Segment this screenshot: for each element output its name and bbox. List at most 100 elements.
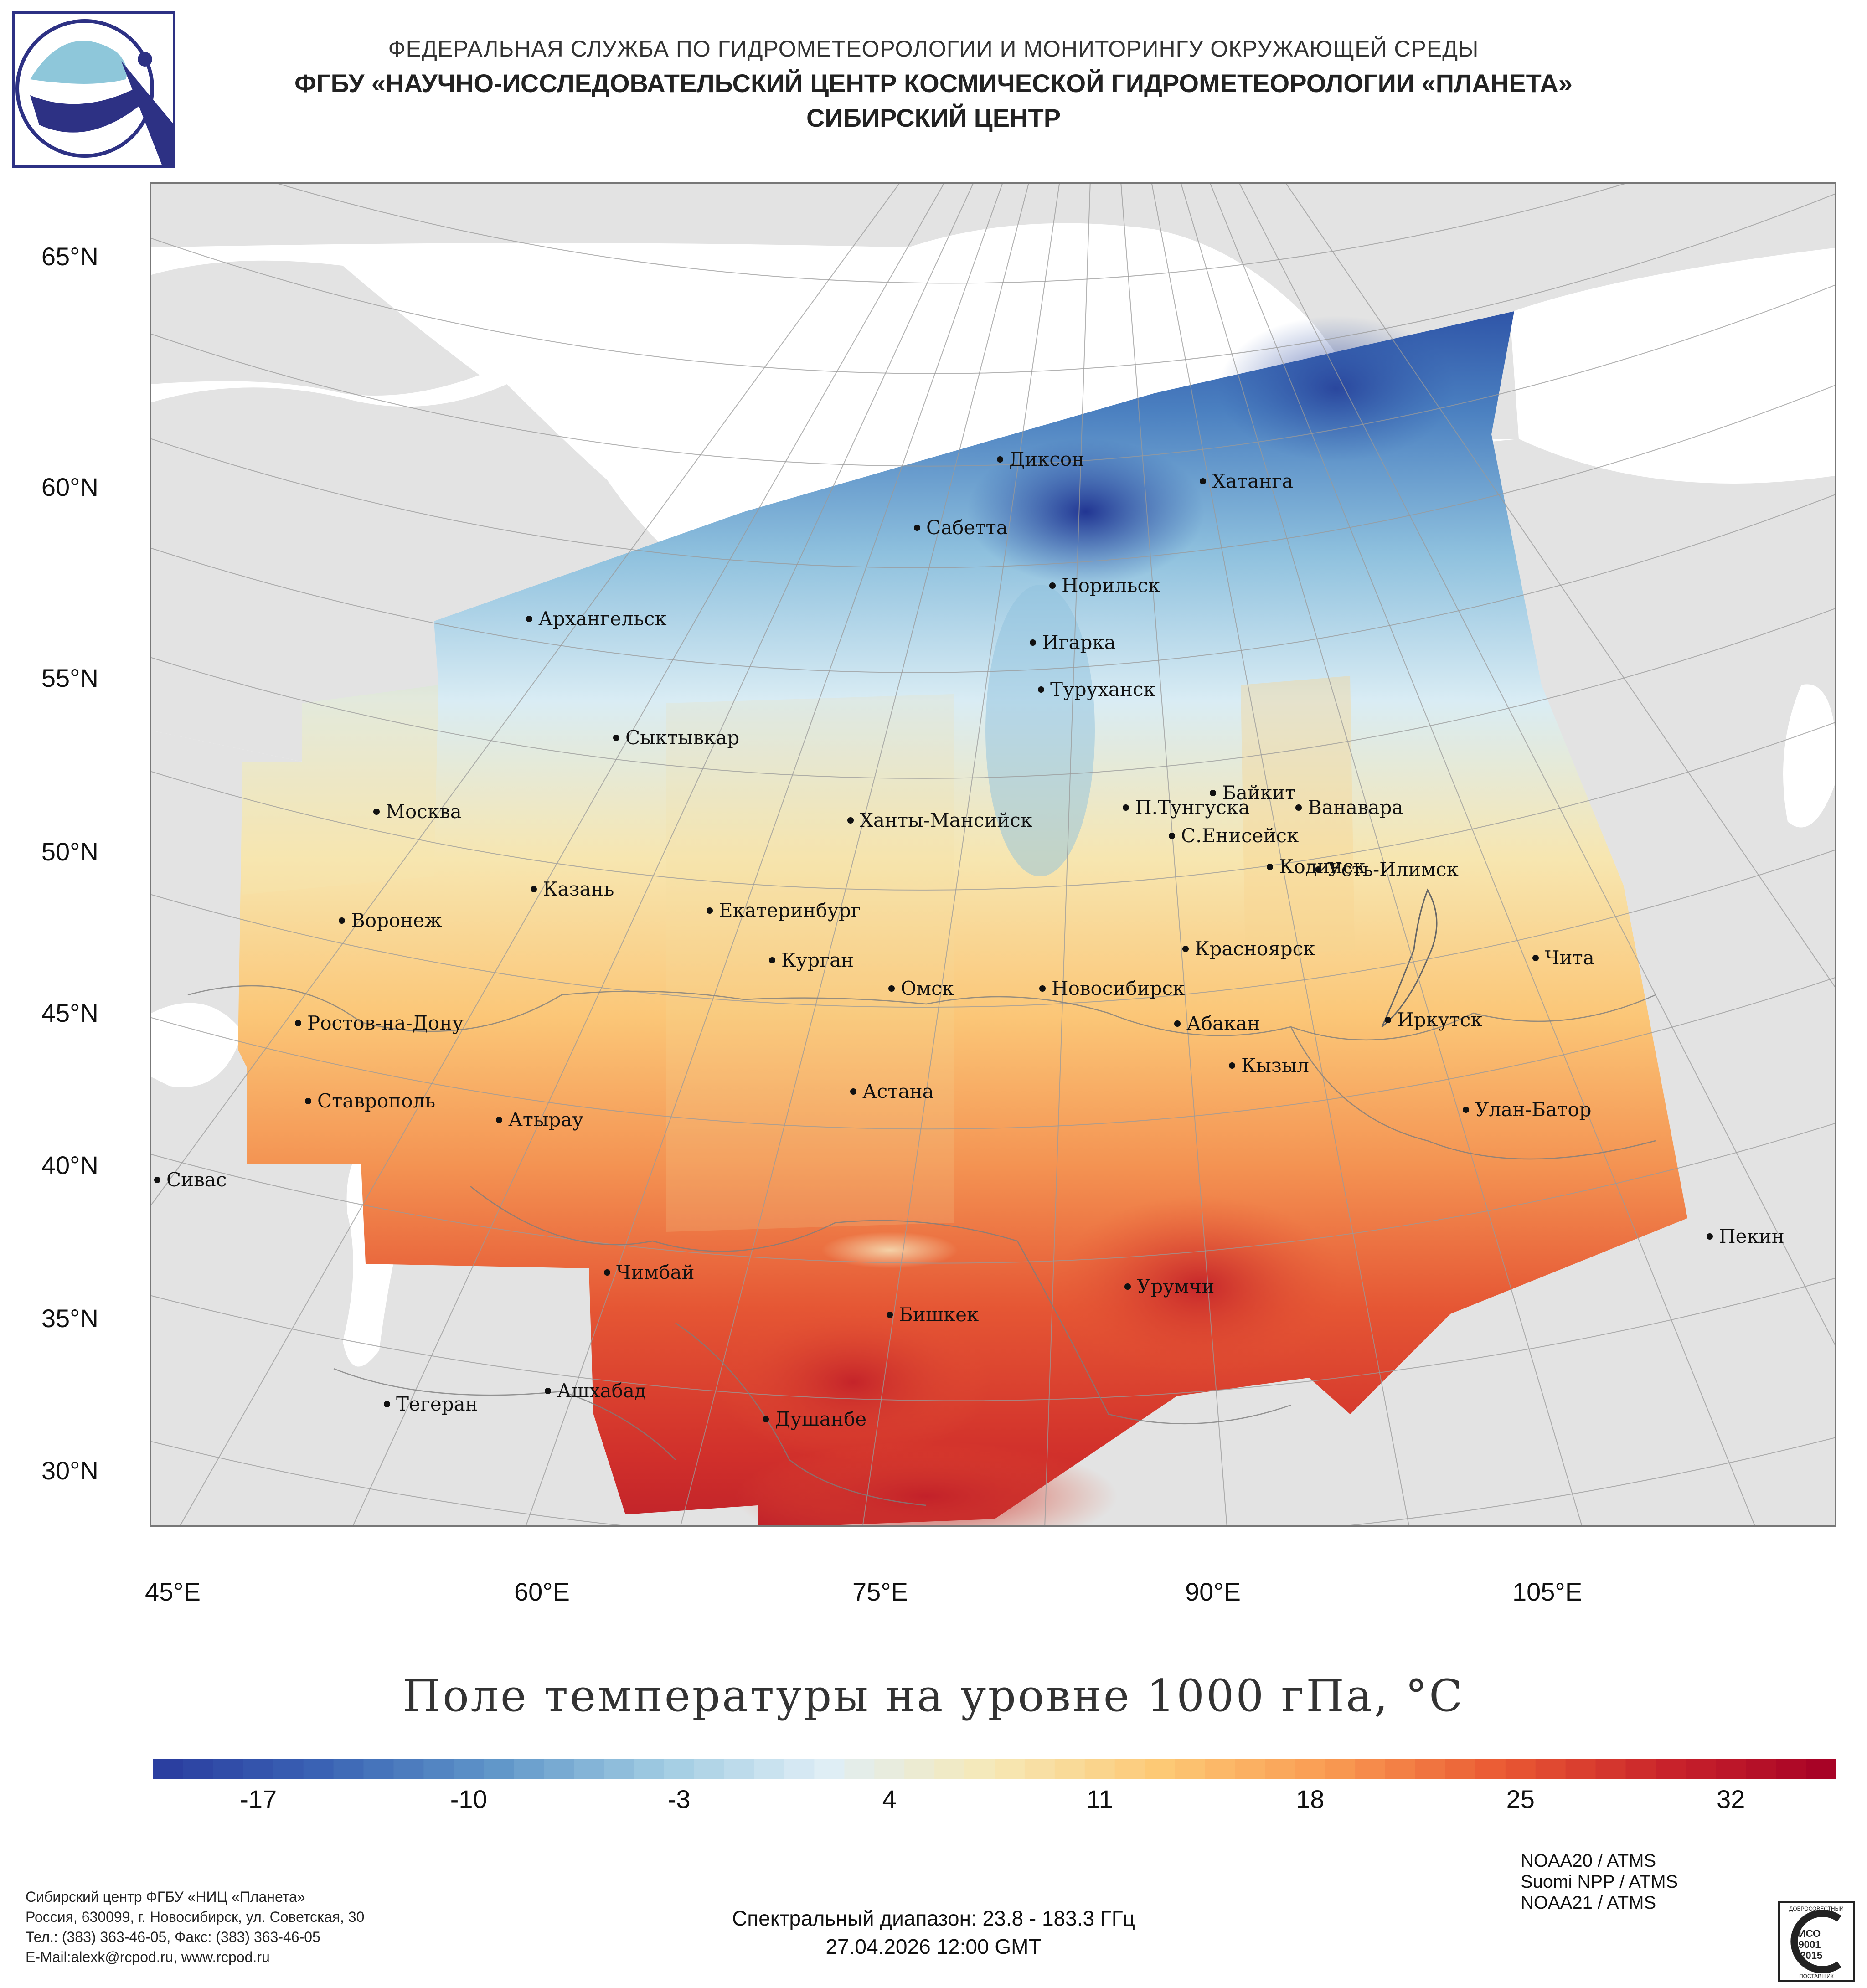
satellite-item: NOAA21 / ATMS bbox=[1521, 1893, 1656, 1913]
colorbar-cell bbox=[1205, 1759, 1236, 1779]
colorbar-cell bbox=[1716, 1759, 1746, 1779]
city-dot bbox=[887, 1312, 893, 1318]
satellite-list: NOAA20 / ATMS Suomi NPP / ATMS NOAA21 / … bbox=[1521, 1850, 1678, 1913]
city-dot bbox=[914, 525, 920, 531]
lon-label: 45°E bbox=[145, 1577, 201, 1606]
city-dot bbox=[847, 817, 854, 824]
iso-text-3: -2015 bbox=[1797, 1950, 1822, 1961]
colorbar-cell bbox=[574, 1759, 604, 1779]
city-dot bbox=[373, 809, 380, 815]
colorbar-cell bbox=[1385, 1759, 1416, 1779]
city-dot bbox=[526, 616, 532, 622]
city-dot bbox=[1295, 804, 1302, 811]
city-dot bbox=[545, 1388, 551, 1394]
city-dot bbox=[496, 1117, 502, 1123]
swath-strip-right bbox=[1241, 676, 1355, 958]
city-21: Курган bbox=[769, 949, 854, 971]
city-dot bbox=[1030, 639, 1036, 646]
colorbar-cell bbox=[1595, 1759, 1626, 1779]
city-40: Душанбе bbox=[763, 1408, 866, 1430]
city-38: Ашхабад bbox=[545, 1380, 646, 1402]
lat-label: 30°N bbox=[41, 1456, 98, 1485]
colorbar-cell bbox=[1445, 1759, 1476, 1779]
city-label: Пекин bbox=[1719, 1225, 1784, 1247]
colorbar-cell bbox=[1235, 1759, 1265, 1779]
city-label: Архангельск bbox=[538, 608, 667, 630]
city-label: Омск bbox=[901, 977, 954, 999]
city-20: Красноярск bbox=[1182, 937, 1315, 960]
city-dot bbox=[1174, 1020, 1181, 1027]
footer-line: Россия, 630099, г. Новосибирск, ул. Сове… bbox=[26, 1909, 365, 1925]
city-label: Тегеран bbox=[396, 1393, 478, 1415]
lake-baikal bbox=[1381, 888, 1438, 1028]
city-3: Сабетта bbox=[914, 516, 1008, 539]
colorbar-cell bbox=[183, 1759, 214, 1779]
city-label: Екатеринбург bbox=[719, 899, 861, 922]
city-17: Казань bbox=[531, 878, 614, 900]
city-23: Омск bbox=[888, 977, 954, 999]
city-dot bbox=[1532, 955, 1539, 961]
lat-label: 60°N bbox=[41, 473, 98, 501]
city-label: Бишкек bbox=[899, 1303, 979, 1326]
city-11: Ванавара bbox=[1295, 796, 1403, 819]
city-16: Усть-Илимск bbox=[1315, 858, 1459, 881]
footer-line: Тел.: (383) 363-46-05, Факс: (383) 363-4… bbox=[26, 1929, 320, 1945]
city-34: Пекин bbox=[1707, 1225, 1784, 1247]
colorbar-cell bbox=[1295, 1759, 1325, 1779]
colorbar-cell bbox=[303, 1759, 334, 1779]
lat-label: 40°N bbox=[41, 1151, 98, 1179]
colorbar-cell bbox=[1776, 1759, 1806, 1779]
city-label: Кызыл bbox=[1241, 1054, 1309, 1076]
city-28: Кызыл bbox=[1229, 1054, 1309, 1076]
colorbar-cell bbox=[814, 1759, 845, 1779]
city-label: Сыктывкар bbox=[625, 726, 739, 749]
city-label: Астана bbox=[862, 1080, 934, 1102]
city-label: Урумчи bbox=[1137, 1275, 1214, 1298]
colorbar-cell bbox=[1686, 1759, 1716, 1779]
city-label: Сабетта bbox=[926, 516, 1008, 539]
city-label: Новосибирск bbox=[1052, 977, 1185, 999]
city-37: Бишкек bbox=[887, 1303, 979, 1326]
city-33: Сивас bbox=[154, 1169, 227, 1191]
colorbar-cell bbox=[1325, 1759, 1356, 1779]
colorbar-cell bbox=[1656, 1759, 1686, 1779]
city-dot bbox=[1315, 866, 1321, 873]
city-dot bbox=[1123, 804, 1129, 811]
graticule-meridians bbox=[151, 184, 1835, 1525]
city-label: Игарка bbox=[1042, 631, 1116, 654]
colorbar-cell bbox=[934, 1759, 965, 1779]
city-19: Воронеж bbox=[339, 909, 442, 932]
colorbar-cell bbox=[694, 1759, 725, 1779]
colorbar-cell bbox=[1415, 1759, 1446, 1779]
colorbar-cell bbox=[844, 1759, 875, 1779]
city-dot bbox=[763, 1416, 769, 1422]
colorbar-cell bbox=[243, 1759, 274, 1779]
iso-top-text: ДОБРОСОВЕСТНЫЙ bbox=[1789, 1905, 1844, 1912]
city-5: Архангельск bbox=[526, 608, 667, 630]
city-dot bbox=[1182, 946, 1189, 952]
colorbar-cell bbox=[1625, 1759, 1656, 1779]
city-25: Иркутск bbox=[1385, 1009, 1482, 1031]
city-dot bbox=[888, 985, 895, 992]
colorbar-tick-label: 25 bbox=[1506, 1785, 1535, 1813]
city-dot bbox=[1049, 582, 1056, 589]
temperature-swath bbox=[238, 311, 1687, 1525]
city-dot bbox=[1038, 686, 1044, 693]
city-24: Новосибирск bbox=[1039, 977, 1185, 999]
city-13: Ханты-Мансийск bbox=[847, 809, 1032, 831]
colorbar-cell bbox=[213, 1759, 244, 1779]
city-label: Хатанга bbox=[1212, 470, 1293, 492]
city-dot bbox=[1210, 790, 1216, 796]
colorbar-cell bbox=[995, 1759, 1025, 1779]
city-label: Душанбе bbox=[775, 1408, 866, 1430]
city-label: Курган bbox=[781, 949, 854, 971]
city-label: Диксон bbox=[1009, 448, 1084, 470]
lat-label: 35°N bbox=[41, 1304, 98, 1333]
colorbar-cell bbox=[964, 1759, 995, 1779]
city-dot bbox=[613, 735, 619, 741]
colorbar-cell bbox=[423, 1759, 454, 1779]
spectral-range: Спектральный диапазон: 23.8 - 183.3 ГГц bbox=[732, 1906, 1135, 1930]
city-markers: Диксон Хатанга Сабетта Норильск Архангельск И… bbox=[154, 448, 1784, 1430]
iso-bottom-text: ПОСТАВЩИК bbox=[1799, 1973, 1834, 1979]
city-dot bbox=[1385, 1017, 1391, 1023]
